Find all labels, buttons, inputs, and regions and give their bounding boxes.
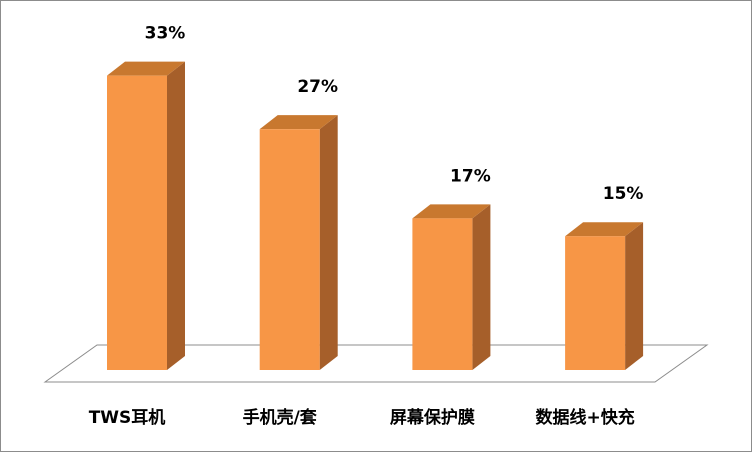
x-tick-label: 屏幕保护膜 bbox=[390, 407, 475, 428]
bar bbox=[412, 218, 473, 370]
bar-side bbox=[167, 61, 185, 370]
bar-top bbox=[565, 222, 644, 237]
floor bbox=[43, 344, 709, 383]
bar-top bbox=[259, 115, 338, 130]
value-label: 27% bbox=[297, 77, 338, 97]
x-tick-label: 手机壳/套 bbox=[243, 407, 318, 428]
bar bbox=[565, 236, 626, 370]
x-tick-label: 数据线+快充 bbox=[535, 407, 634, 428]
bar-side bbox=[472, 204, 491, 370]
bar-side bbox=[319, 115, 338, 370]
bar-top bbox=[107, 61, 185, 76]
value-label: 33% bbox=[145, 24, 186, 44]
value-label: 17% bbox=[450, 166, 491, 186]
x-tick-label: TWS耳机 bbox=[89, 407, 166, 428]
bar bbox=[107, 75, 167, 370]
bar-top bbox=[412, 204, 491, 219]
value-label: 15% bbox=[603, 184, 644, 204]
bar-side bbox=[625, 222, 644, 370]
bar bbox=[259, 129, 320, 370]
